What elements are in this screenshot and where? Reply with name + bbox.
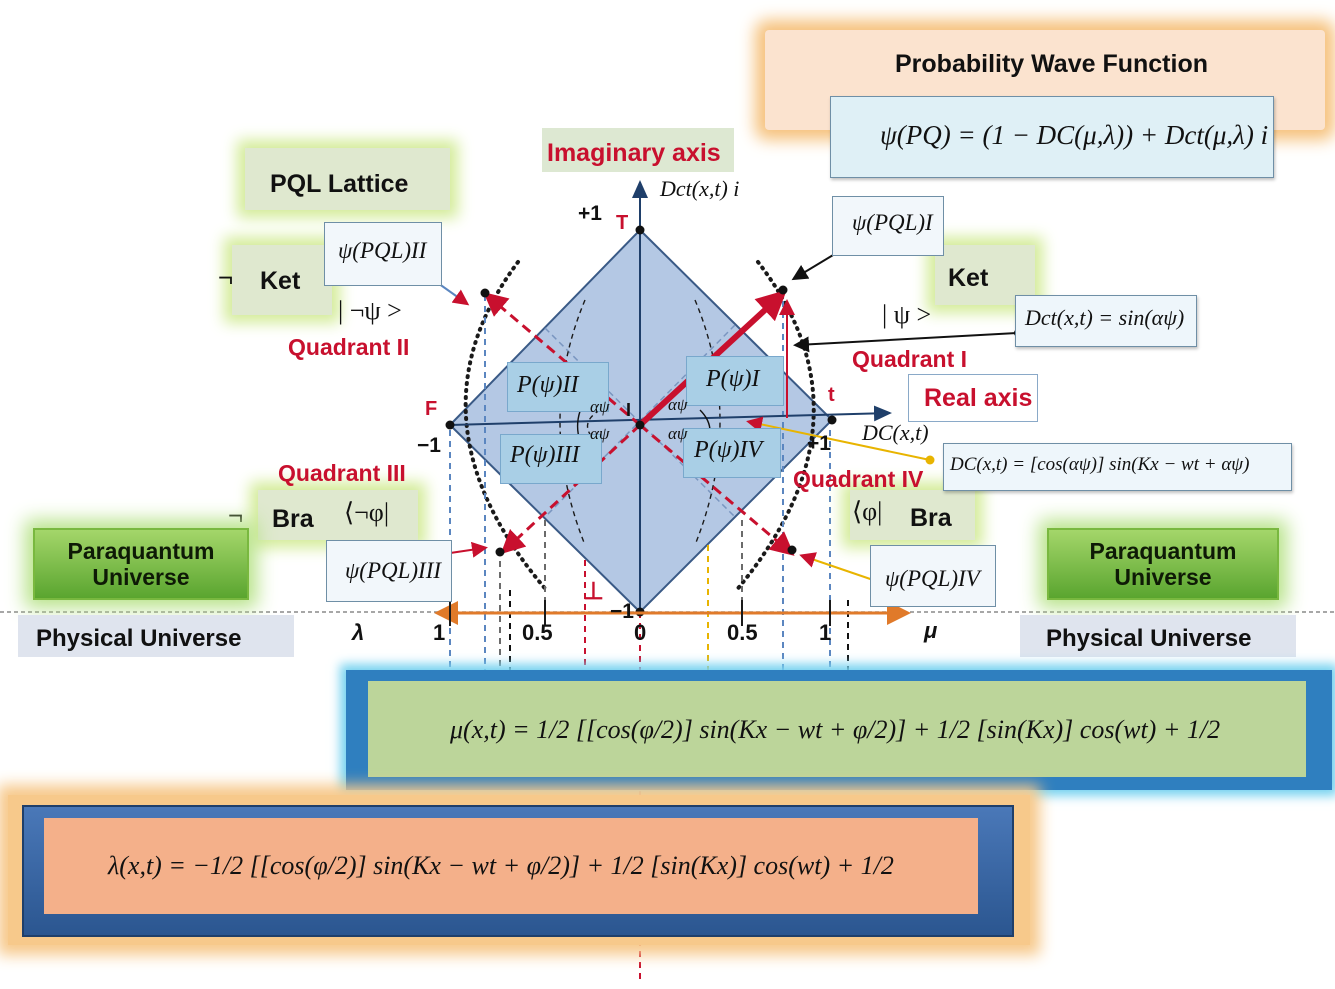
mu-equation-panel <box>368 681 1306 777</box>
neg-symbol-bra: ¬ <box>228 500 244 530</box>
bra-phi: ⟨φ| <box>852 497 883 526</box>
ket-right-label: Ket <box>948 264 989 292</box>
pql-lattice-label: PQL Lattice <box>270 170 409 198</box>
ket-left-label: Ket <box>260 267 301 295</box>
physical-universe-right: Physical Universe <box>1046 625 1252 652</box>
callout-dct <box>793 332 1019 353</box>
alpha-label-q3: αψ <box>590 424 610 443</box>
bra-right-panel <box>850 490 975 540</box>
paraquantum-left-label: Paraquantum Universe <box>67 538 215 590</box>
paraquantum-right-label: Paraquantum Universe <box>1089 538 1237 590</box>
p-IV-box <box>683 428 781 478</box>
lambda-formula: λ(x,t) = −1/2 [[cos(φ/2)] sin(Kx − wt + … <box>108 851 894 880</box>
scale-ticks <box>449 600 831 626</box>
p-II-label: P(ψ)II <box>517 372 579 398</box>
p-III-box <box>500 434 602 484</box>
bra-left-label: Bra <box>272 505 314 533</box>
dct-formula: Dct(x,t) = sin(αψ) <box>1025 305 1185 330</box>
p-I-label: P(ψ)I <box>706 366 760 392</box>
psi-I-label: ψ(PQL)I <box>852 210 933 235</box>
psi-III-label: ψ(PQL)III <box>345 558 442 583</box>
lambda-equation-panel <box>44 818 978 914</box>
p-IV-label: P(ψ)IV <box>694 437 763 463</box>
psi-II-box <box>324 222 442 286</box>
scale-lambda: λ <box>352 620 365 645</box>
real-axis-line <box>449 405 892 426</box>
vertex-I: I <box>626 400 632 420</box>
scale-left-05: 0.5 <box>522 620 553 645</box>
p-I-box <box>686 356 784 406</box>
diagram-title: Probability Wave Function <box>895 50 1208 78</box>
pql-lattice-panel <box>245 148 450 210</box>
quadrant-III-label: Quadrant III <box>278 460 406 486</box>
tick-plus1-right: +1 <box>807 432 831 455</box>
psi-IV-label: ψ(PQL)IV <box>885 566 980 591</box>
vertex-bottom: ⊥ <box>583 578 604 605</box>
p-II-box <box>507 362 609 412</box>
physical-universe-left: Physical Universe <box>36 625 242 652</box>
psi-I-box <box>832 196 944 256</box>
bra-left-panel <box>258 490 418 540</box>
ket-left-panel <box>232 245 332 315</box>
quadrant-I-label: Quadrant I <box>852 346 968 372</box>
alpha-label-q2: αψ <box>590 397 610 416</box>
bra-neg-phi: ⟨¬φ| <box>344 498 390 527</box>
psi-IV-box <box>870 545 996 607</box>
ket-neg-psi: | ¬ψ > <box>338 296 402 325</box>
state-vectors-dashed <box>483 292 795 556</box>
physical-universe-left-band <box>18 615 294 657</box>
vertex-F: F <box>425 398 438 420</box>
tick-minus1-left: −1 <box>417 434 441 457</box>
tick-plus1-top: +1 <box>578 202 602 225</box>
psi-II-label: ψ(PQL)II <box>338 238 427 263</box>
dc-formula-box <box>943 443 1292 491</box>
psi-pq-formula: ψ(PQ) = (1 − DC(μ,λ)) + Dct(μ,λ) i <box>880 120 1269 150</box>
p-III-label: P(ψ)III <box>510 442 580 468</box>
dc-formula: DC(x,t) = [cos(αψ)] sin(Kx − wt + αψ) <box>950 454 1250 475</box>
scale-zero: 0 <box>634 620 647 645</box>
psi-pq-formula-box <box>830 96 1274 178</box>
ket-psi: | ψ > <box>882 300 932 329</box>
vertex-T: T <box>616 212 629 234</box>
mu-formula: μ(x,t) = 1/2 [[cos(φ/2)] sin(Kx − wt + φ… <box>450 715 1221 744</box>
imaginary-axis-label-box <box>542 128 734 172</box>
alpha-label-q4: αψ <box>668 424 688 443</box>
real-axis-symbol: DC(x,t) <box>862 420 929 445</box>
psi-III-box <box>326 540 452 602</box>
quadrant-II-label: Quadrant II <box>288 334 410 360</box>
scale-left-1: 1 <box>433 620 446 645</box>
quadrant-IV-label: Quadrant IV <box>793 466 924 492</box>
dct-formula-box <box>1015 295 1197 347</box>
paraquantum-universe-left: Paraquantum Universe <box>33 528 249 600</box>
scale-right-05: 0.5 <box>727 620 758 645</box>
imaginary-axis-label: Imaginary axis <box>547 139 721 167</box>
neg-symbol-ket: ¬ <box>218 262 234 292</box>
tick-minus1-bottom: −1 <box>610 600 634 623</box>
real-axis-label: Real axis <box>924 384 1033 412</box>
paraquantum-universe-right: Paraquantum Universe <box>1047 528 1279 600</box>
vertex-t: t <box>828 384 835 406</box>
physical-universe-right-band <box>1020 615 1296 657</box>
scale-mu: μ <box>924 618 938 643</box>
callout-psi-IV <box>799 552 883 584</box>
alpha-label-q1: αψ <box>668 395 688 414</box>
imaginary-axis-symbol: Dct(x,t) i <box>660 176 740 201</box>
real-axis-label-box <box>908 374 1038 422</box>
bra-right-label: Bra <box>910 504 952 532</box>
scale-right-1: 1 <box>819 620 832 645</box>
